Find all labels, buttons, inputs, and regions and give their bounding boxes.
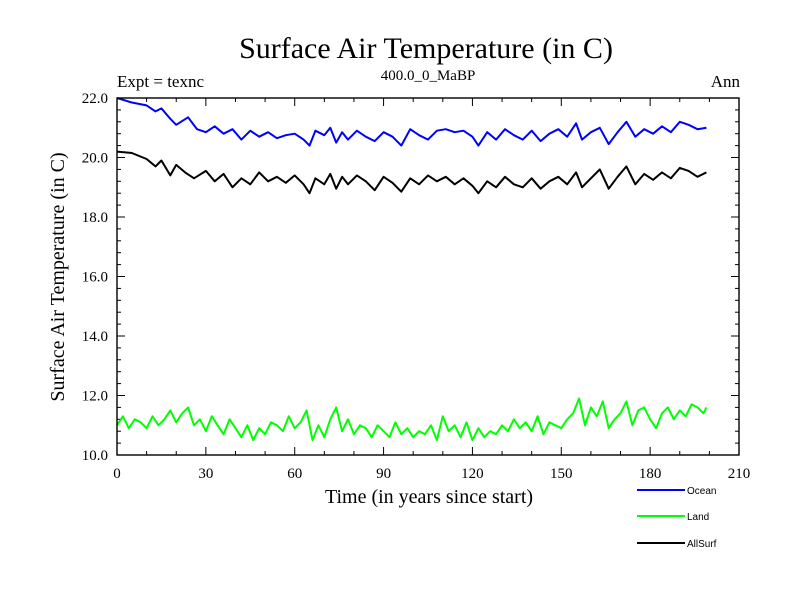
series-line-land bbox=[116, 397, 708, 442]
chart-title: Surface Air Temperature (in C) bbox=[239, 32, 613, 65]
y-tick-label: 18.0 bbox=[82, 210, 108, 226]
y-tick-label: 14.0 bbox=[82, 329, 108, 345]
x-tick-label: 180 bbox=[639, 466, 662, 482]
y-tick-label: 22.0 bbox=[82, 91, 108, 107]
legend-label-allsurf: AllSurf bbox=[687, 539, 717, 550]
y-tick-label: 12.0 bbox=[82, 389, 108, 405]
legend-label-land: Land bbox=[687, 512, 709, 523]
x-tick-label: 0 bbox=[113, 466, 121, 482]
x-tick-label: 120 bbox=[461, 466, 484, 482]
x-tick-label: 210 bbox=[728, 466, 751, 482]
y-tick-label: 20.0 bbox=[82, 151, 108, 167]
y-tick-label: 16.0 bbox=[82, 270, 108, 286]
legend-label-ocean: Ocean bbox=[687, 486, 716, 497]
series-line-allsurf bbox=[116, 150, 707, 195]
x-axis-label: Time (in years since start) bbox=[325, 486, 533, 508]
y-axis-label: Surface Air Temperature (in C) bbox=[47, 152, 69, 401]
x-tick-label: 60 bbox=[287, 466, 302, 482]
x-tick-label: 90 bbox=[376, 466, 391, 482]
legend: Ocean Land AllSurf bbox=[637, 486, 717, 550]
period-label: Ann bbox=[711, 72, 741, 91]
series-layer bbox=[116, 97, 708, 442]
plot-frame bbox=[116, 97, 740, 456]
x-tick-label: 30 bbox=[198, 466, 213, 482]
experiment-label: Expt = texnc bbox=[117, 72, 204, 91]
chart-subtitle: 400.0_0_MaBP bbox=[381, 68, 476, 84]
series-line-ocean bbox=[116, 97, 707, 147]
axis-ticks-layer: 0 30 60 90 120 150 180 210 10.0 12.0 14.0 16.0 18.0 2… bbox=[82, 91, 751, 482]
y-tick-label: 10.0 bbox=[82, 448, 108, 464]
x-tick-label: 150 bbox=[550, 466, 573, 482]
